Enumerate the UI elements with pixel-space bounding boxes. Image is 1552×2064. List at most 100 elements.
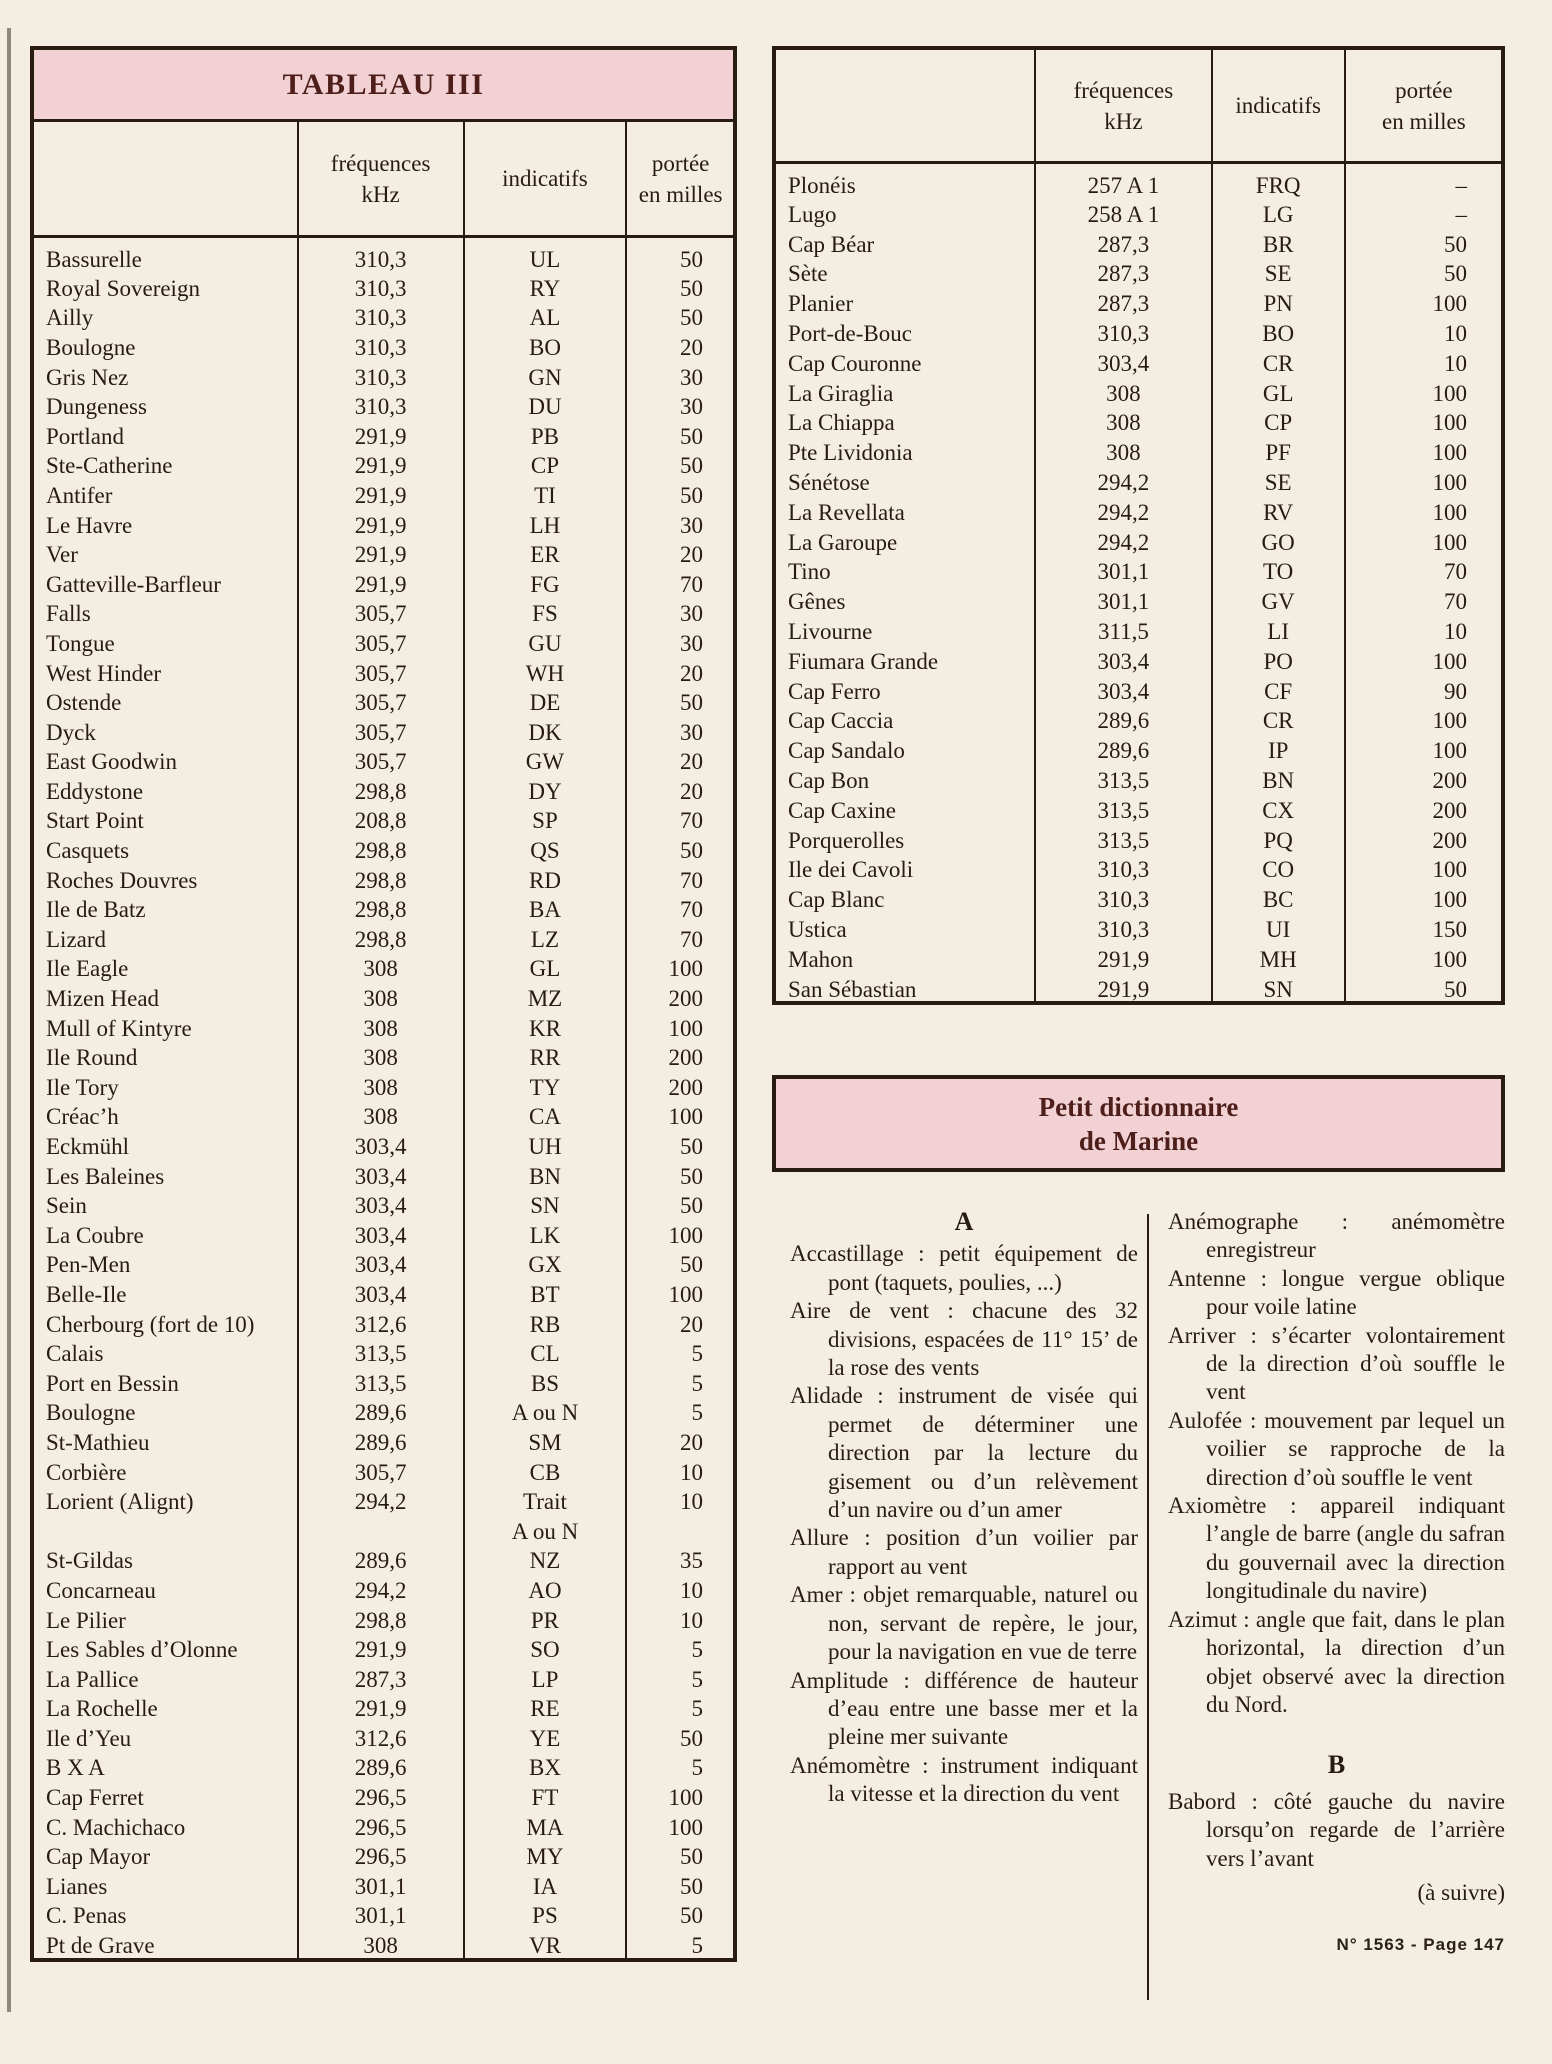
table-cell: 303,4 [296,1191,464,1221]
table-cell: AO [462,1576,627,1606]
table-row: Cap Mayor 296,5 MY 50 [34,1842,733,1873]
table-cell: 289,6 [1034,706,1212,737]
table-cell: 5 [625,1694,733,1725]
table-cell: Antifer [46,482,113,508]
table-cell: 100 [1343,378,1501,409]
table-row: Pt de Grave 308 VR 5 [34,1931,733,1958]
table-cell: 200 [1343,795,1501,826]
table-cell: A ou N [462,1398,627,1429]
table-cell: 289,6 [296,1546,464,1577]
table-row: West Hinder 305,7 WH 20 [34,658,733,689]
table-cell: 296,5 [296,1812,464,1843]
table-row: Ile Round 308 RR 200 [34,1043,733,1074]
dictionary-entry: Azimut : angle que fait, dans le plan ho… [1168,1606,1505,1717]
table-cell: 50 [625,1161,733,1192]
table-cell: 10 [625,1457,733,1488]
table-cell: La Garoupe [788,529,898,555]
table-cell: La Giraglia [788,380,894,406]
table-cell: 100 [1343,497,1501,528]
table-cell: BC [1210,885,1345,916]
table-cell: 208,8 [296,806,464,837]
table-cell: Start Point [46,808,144,834]
table-cell: 70 [1343,587,1501,618]
table-cell: 200 [625,984,733,1014]
table-row: Cap Bon 313,5 BN 200 [776,766,1501,796]
table-cell: Sète [788,261,828,287]
table-row: Port en Bessin 313,5 BS 5 [34,1368,733,1399]
column-divider-rule [1147,1214,1149,2000]
table-row: La Chiappa 308 CP 100 [776,408,1501,439]
table-cell: 301,1 [296,1872,464,1902]
table-cell: SP [462,806,627,837]
table-header: fréquences kHz indicatifs portée en mill… [776,50,1501,164]
table-cell: 303,4 [296,1221,464,1251]
table-cell: 50 [625,1842,733,1873]
table-row: Ile de Batz 298,8 BA 70 [34,895,733,926]
table-cell: PR [462,1605,627,1636]
table-cell: 70 [625,569,733,600]
table-cell: 100 [1343,706,1501,737]
table-row: Le Pilier 298,8 PR 10 [34,1605,733,1636]
table-header: fréquences kHz indicatifs portée en mill… [34,122,733,238]
table-cell: GN [462,362,627,393]
table-cell: 305,7 [296,1457,464,1488]
table-cell: 257 A 1 [1034,162,1212,200]
dictionary-term: Amplitude [790,1667,889,1693]
table-cell: 310,3 [296,236,464,274]
table-cell: 303,4 [1034,676,1212,707]
table-cell: 298,8 [296,925,464,955]
table-cell: Lianes [46,1873,108,1899]
table-cell: LI [1210,617,1345,647]
table-row: La Garoupe 294,2 GO 100 [776,527,1501,558]
table-cell: 291,9 [296,451,464,482]
table-cell: Port-de-Bouc [788,321,912,347]
table-cell: 50 [625,1250,733,1281]
table-cell: 287,3 [1034,289,1212,320]
dictionary-term: Aulofée [1168,1407,1243,1433]
scan-edge-artifact [7,28,11,2012]
table-cell: IP [1210,736,1345,767]
table-cell: 294,2 [296,1487,464,1517]
table-cell: 313,5 [1034,825,1212,856]
table-cell: 291,9 [1034,974,1212,1001]
table-cell: Cap Couronne [788,350,922,376]
table-cell: 100 [1343,944,1501,975]
table-cell: Livourne [788,619,873,645]
table-cell: 20 [625,747,733,778]
table-row: Boulogne 310,3 BO 20 [34,333,733,363]
table-cell: 294,2 [1034,527,1212,558]
table-cell: Royal Sovereign [46,275,200,301]
dictionary-entry: Allure : position d’un voilier par rappo… [790,1525,1138,1579]
table-cell: Port en Bessin [46,1370,179,1396]
table-cell: East Goodwin [46,749,177,775]
table-cell: GO [1210,527,1345,558]
table-cell: LZ [462,925,627,955]
table-cell: PQ [1210,825,1345,856]
table-row: Cap Caxine 313,5 CX 200 [776,795,1501,826]
table-row: Portland 291,9 PB 50 [34,421,733,452]
table-row: Lugo 258 A 1 LG – [776,200,1501,230]
table-cell: SO [462,1635,627,1665]
table-cell: 289,6 [296,1428,464,1458]
table-row: La Coubre 303,4 LK 100 [34,1221,733,1251]
table-cell: TI [462,481,627,511]
table-cell: SN [1210,974,1345,1001]
table-cell: 70 [625,865,733,896]
table-cell: 298,8 [296,836,464,866]
table-cell: 20 [625,333,733,363]
table-cell: 100 [625,1812,733,1843]
table-cell: SN [462,1191,627,1221]
table-row: Sein 303,4 SN 50 [34,1191,733,1221]
table-cell: Porquerolles [788,827,905,853]
table-cell: Ostende [46,690,122,716]
table-row: Pen-Men 303,4 GX 50 [34,1250,733,1281]
table-cell: Eckmühl [46,1134,130,1160]
table-cell: Cap Ferret [46,1785,144,1811]
dictionary-entry: Aulofée : mouvement par lequel un voilie… [1168,1407,1505,1490]
table-cell: 150 [1343,915,1501,945]
table-cell: BA [462,895,627,926]
table-cell: 305,7 [296,747,464,778]
table-cell: Plonéis [788,173,856,198]
table-cell: 200 [625,1073,733,1103]
dictionary-entry: Babord : côté gauche du navire lorsqu’on… [1168,1788,1505,1871]
